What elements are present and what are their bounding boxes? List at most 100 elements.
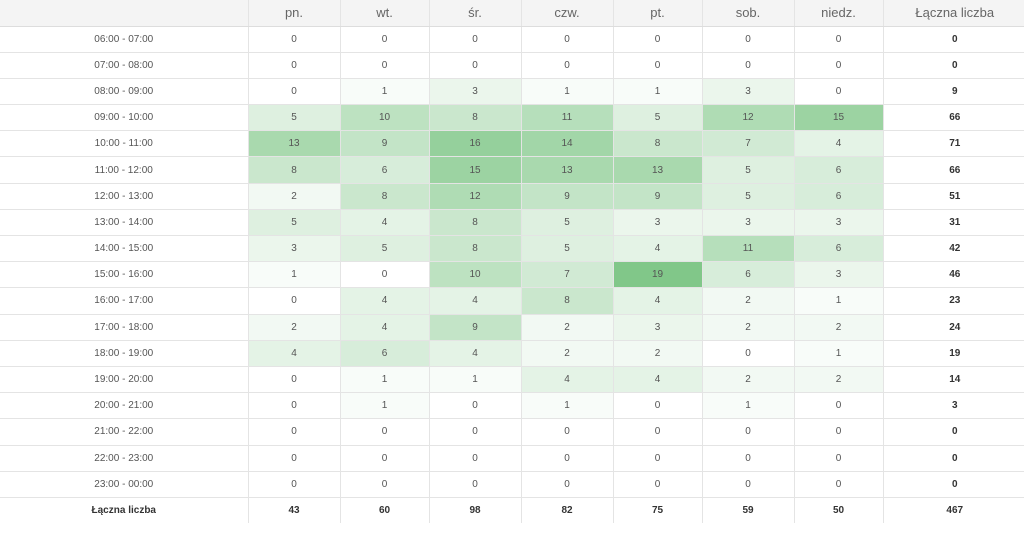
heatmap-cell: 10 bbox=[340, 104, 430, 132]
heatmap-cell: 0 bbox=[248, 26, 341, 53]
heatmap-cell: 0 bbox=[794, 418, 884, 446]
table-row: 20:00 - 21:00 0 1 0 1 0 1 0 3 bbox=[0, 392, 1024, 420]
heatmap-cell: 0 bbox=[702, 26, 795, 53]
heatmap-cell: 4 bbox=[613, 235, 703, 263]
row-total: 0 bbox=[883, 445, 1024, 472]
heatmap-cell: 0 bbox=[429, 26, 522, 53]
heatmap-cell: 11 bbox=[702, 235, 795, 263]
heatmap-cell: 1 bbox=[702, 392, 795, 420]
heatmap-cell: 0 bbox=[248, 418, 341, 446]
table-row: 13:00 - 14:00 5 4 8 5 3 3 3 31 bbox=[0, 209, 1024, 237]
heatmap-cell: 2 bbox=[248, 183, 341, 210]
heatmap-cell: 13 bbox=[521, 156, 614, 184]
row-total: 24 bbox=[883, 314, 1024, 341]
heatmap-cell: 3 bbox=[248, 235, 341, 263]
row-label: 12:00 - 13:00 bbox=[0, 183, 249, 210]
row-label: 23:00 - 00:00 bbox=[0, 471, 249, 498]
column-header: pn. bbox=[248, 0, 341, 27]
heatmap-cell: 0 bbox=[248, 78, 341, 106]
heatmap-cell: 9 bbox=[613, 183, 703, 210]
heatmap-cell: 4 bbox=[521, 366, 614, 394]
heatmap-cell: 0 bbox=[794, 52, 884, 79]
heatmap-cell: 1 bbox=[521, 78, 614, 106]
column-header: czw. bbox=[521, 0, 614, 27]
heatmap-cell: 8 bbox=[340, 183, 430, 210]
heatmap-cell: 1 bbox=[794, 287, 884, 315]
row-total: 51 bbox=[883, 183, 1024, 210]
table-row: 10:00 - 11:00 13 9 16 14 8 7 4 71 bbox=[0, 130, 1024, 158]
heatmap-cell: 3 bbox=[794, 209, 884, 237]
heatmap-cell: 4 bbox=[794, 130, 884, 158]
heatmap-cell: 4 bbox=[429, 287, 522, 315]
row-total: 14 bbox=[883, 366, 1024, 394]
heatmap-cell: 4 bbox=[613, 287, 703, 315]
row-total: 0 bbox=[883, 418, 1024, 446]
heatmap-cell: 3 bbox=[429, 78, 522, 106]
heatmap-cell: 0 bbox=[429, 471, 522, 498]
heatmap-cell: 0 bbox=[429, 418, 522, 446]
column-header: śr. bbox=[429, 0, 522, 27]
heatmap-cell: 5 bbox=[248, 104, 341, 132]
heatmap-cell: 0 bbox=[702, 340, 795, 367]
heatmap-cell: 2 bbox=[248, 314, 341, 341]
heatmap-cell: 4 bbox=[429, 340, 522, 367]
total-row-label: Łączna liczba bbox=[0, 497, 249, 524]
heatmap-cell: 1 bbox=[340, 392, 430, 420]
heatmap-cell: 0 bbox=[794, 392, 884, 420]
row-label: 16:00 - 17:00 bbox=[0, 287, 249, 315]
heatmap-cell: 5 bbox=[340, 235, 430, 263]
table-row: 14:00 - 15:00 3 5 8 5 4 11 6 42 bbox=[0, 235, 1024, 263]
heatmap-cell: 14 bbox=[521, 130, 614, 158]
heatmap-cell: 9 bbox=[429, 314, 522, 341]
table-row: 19:00 - 20:00 0 1 1 4 4 2 2 14 bbox=[0, 366, 1024, 394]
heatmap-cell: 0 bbox=[248, 471, 341, 498]
row-total: 42 bbox=[883, 235, 1024, 263]
row-label: 15:00 - 16:00 bbox=[0, 261, 249, 289]
heatmap-cell: 0 bbox=[613, 392, 703, 420]
heatmap-cell: 2 bbox=[794, 366, 884, 394]
table-row: 07:00 - 08:00 0 0 0 0 0 0 0 0 bbox=[0, 52, 1024, 79]
heatmap-cell: 3 bbox=[702, 78, 795, 106]
heatmap-cell: 4 bbox=[248, 340, 341, 367]
heatmap-cell: 3 bbox=[613, 314, 703, 341]
heatmap-cell: 0 bbox=[248, 366, 341, 394]
heatmap-cell: 0 bbox=[340, 418, 430, 446]
heatmap-cell: 8 bbox=[429, 235, 522, 263]
column-total: 59 bbox=[702, 497, 795, 524]
heatmap-cell: 0 bbox=[521, 26, 614, 53]
heatmap-cell: 3 bbox=[794, 261, 884, 289]
column-header: niedz. bbox=[794, 0, 884, 27]
row-label: 17:00 - 18:00 bbox=[0, 314, 249, 341]
heatmap-cell: 6 bbox=[794, 156, 884, 184]
column-total: 75 bbox=[613, 497, 703, 524]
heatmap-cell: 16 bbox=[429, 130, 522, 158]
table-row: 08:00 - 09:00 0 1 3 1 1 3 0 9 bbox=[0, 78, 1024, 106]
column-header: pt. bbox=[613, 0, 703, 27]
heatmap-cell: 5 bbox=[702, 183, 795, 210]
table-row: 18:00 - 19:00 4 6 4 2 2 0 1 19 bbox=[0, 340, 1024, 367]
heatmap-cell: 8 bbox=[521, 287, 614, 315]
heatmap-cell: 1 bbox=[429, 366, 522, 394]
row-total: 46 bbox=[883, 261, 1024, 289]
table-row: 11:00 - 12:00 8 6 15 13 13 5 6 66 bbox=[0, 156, 1024, 184]
heatmap-cell: 0 bbox=[340, 52, 430, 79]
row-total: 66 bbox=[883, 104, 1024, 132]
header-corner bbox=[0, 0, 249, 27]
heatmap-cell: 9 bbox=[521, 183, 614, 210]
row-label: 19:00 - 20:00 bbox=[0, 366, 249, 394]
row-total: 9 bbox=[883, 78, 1024, 106]
row-label: 10:00 - 11:00 bbox=[0, 130, 249, 158]
heatmap-cell: 4 bbox=[613, 366, 703, 394]
heatmap-cell: 0 bbox=[521, 52, 614, 79]
total-column-header: Łączna liczba bbox=[883, 0, 1024, 27]
heatmap-cell: 8 bbox=[429, 104, 522, 132]
heatmap-cell: 6 bbox=[794, 183, 884, 210]
heatmap-cell: 0 bbox=[340, 445, 430, 472]
heatmap-cell: 15 bbox=[429, 156, 522, 184]
row-total: 66 bbox=[883, 156, 1024, 184]
heatmap-cell: 3 bbox=[613, 209, 703, 237]
column-total: 50 bbox=[794, 497, 884, 524]
heatmap-cell: 2 bbox=[521, 314, 614, 341]
heatmap-cell: 1 bbox=[521, 392, 614, 420]
heatmap-cell: 10 bbox=[429, 261, 522, 289]
